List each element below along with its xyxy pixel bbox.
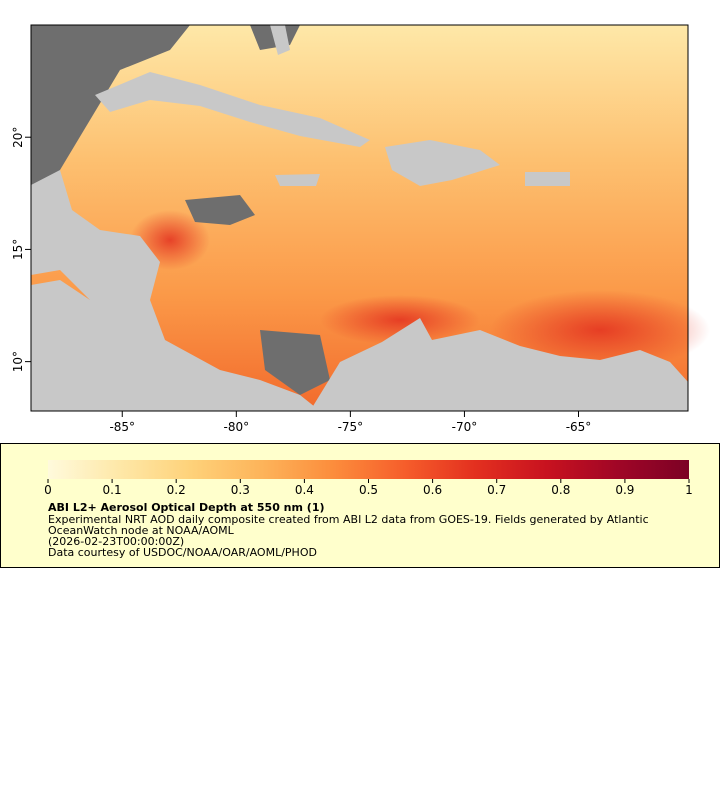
- colorbar-tick-label: 0.1: [103, 483, 122, 497]
- x-tick-label: -80°: [224, 420, 250, 434]
- legend-text: Data courtesy of USDOC/NOAA/OAR/AOML/PHO…: [48, 546, 317, 559]
- legend-panel: 0 0.1 0.2 0.3 0.4 0.5 0.6 0.7 0.8 0.9 1 ABI L2+ Ae…: [0, 443, 720, 568]
- colorbar-tick-label: 0.3: [231, 483, 250, 497]
- x-tick-label: -85°: [109, 420, 135, 434]
- x-tick-label: -65°: [566, 420, 592, 434]
- legend-text: (2026-02-23T00:00:00Z): [48, 535, 185, 548]
- colorbar: 0 0.1 0.2 0.3 0.4 0.5 0.6 0.7 0.8 0.9 1: [44, 460, 693, 497]
- colorbar-tick-label: 0.4: [295, 483, 314, 497]
- colorbar-tick-label: 0.8: [551, 483, 570, 497]
- colorbar-tick-label: 1: [685, 483, 693, 497]
- x-tick-label: -75°: [338, 420, 364, 434]
- y-tick-label: 10°: [11, 351, 25, 372]
- y-tick-label: 15°: [11, 239, 25, 260]
- colorbar-tick-label: 0.2: [167, 483, 186, 497]
- legend-text: Experimental NRT AOD daily composite cre…: [48, 513, 649, 537]
- legend-title: ABI L2+ Aerosol Optical Depth at 550 nm …: [48, 501, 325, 514]
- colorbar-tick-label: 0.7: [487, 483, 506, 497]
- map-area: [30, 24, 710, 412]
- colorbar-tick-label: 0: [44, 483, 52, 497]
- map: -85° -80° -75° -70° -65° 10° 15° 20°: [11, 24, 710, 434]
- colorbar-swatch: [48, 460, 689, 479]
- colorbar-tick-label: 0.6: [423, 483, 442, 497]
- colorbar-tick-label: 0.9: [615, 483, 634, 497]
- x-tick-label: -70°: [452, 420, 478, 434]
- colorbar-tick-label: 0.5: [359, 483, 378, 497]
- y-tick-label: 20°: [11, 127, 25, 148]
